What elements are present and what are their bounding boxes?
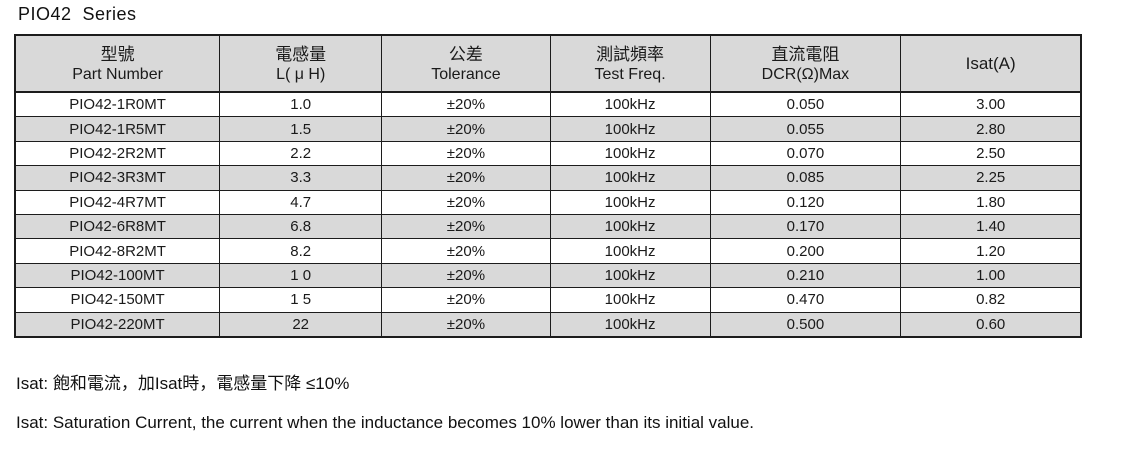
table-row: PIO42-8R2MT 8.2 ±20% 100kHz 0.200 1.20	[14, 238, 1082, 264]
cell-inductance: 1 0	[219, 262, 383, 289]
cell-tolerance: ±20%	[381, 311, 551, 338]
cell-dcr: 0.200	[709, 238, 902, 264]
cell-isat: 1.20	[900, 238, 1082, 264]
cell-inductance: 2.2	[219, 140, 383, 167]
cell-test-freq: 100kHz	[549, 287, 711, 313]
cell-test-freq: 100kHz	[549, 140, 711, 167]
column-header-label-en: DCR(Ω)Max	[761, 65, 850, 83]
column-header-label-zh: 公差	[448, 44, 483, 64]
cell-part-number: PIO42-3R3MT	[14, 165, 221, 191]
cell-inductance: 1 5	[219, 287, 383, 313]
cell-isat: 1.40	[900, 213, 1082, 240]
cell-part-number: PIO42-4R7MT	[14, 189, 221, 215]
table-row: PIO42-2R2MT 2.2 ±20% 100kHz 0.070 2.50	[14, 140, 1082, 167]
cell-tolerance: ±20%	[381, 189, 551, 215]
column-header-isat: Isat(A)	[900, 34, 1082, 93]
cell-isat: 1.80	[900, 189, 1082, 215]
column-header-label-en: Test Freq.	[594, 65, 666, 83]
cell-test-freq: 100kHz	[549, 311, 711, 338]
footnotes: Isat: 飽和電流，加Isat時，電感量下降 ≤10% Isat: Satur…	[16, 369, 1123, 433]
cell-inductance: 1.0	[219, 91, 383, 118]
table-row: PIO42-100MT 1 0 ±20% 100kHz 0.210 1.00	[14, 262, 1082, 289]
cell-isat: 3.00	[900, 91, 1082, 118]
column-header-inductance: 電感量 L( μ H)	[219, 34, 383, 93]
table-row: PIO42-1R5MT 1.5 ±20% 100kHz 0.055 2.80	[14, 116, 1082, 142]
cell-inductance: 3.3	[219, 165, 383, 191]
table-row: PIO42-220MT 22 ±20% 100kHz 0.500 0.60	[14, 311, 1082, 338]
cell-dcr: 0.055	[709, 116, 902, 142]
column-header-dcr: 直流電阻 DCR(Ω)Max	[709, 34, 902, 93]
cell-dcr: 0.085	[709, 165, 902, 191]
cell-part-number: PIO42-1R5MT	[14, 116, 221, 142]
column-header-part-number: 型號 Part Number	[14, 34, 221, 93]
cell-dcr: 0.070	[709, 140, 902, 167]
cell-tolerance: ±20%	[381, 262, 551, 289]
cell-isat: 2.25	[900, 165, 1082, 191]
cell-dcr: 0.120	[709, 189, 902, 215]
cell-inductance: 8.2	[219, 238, 383, 264]
column-header-label-zh: 直流電阻	[771, 44, 840, 64]
cell-isat: 2.50	[900, 140, 1082, 167]
column-header-label-en: L( μ H)	[276, 65, 326, 83]
cell-test-freq: 100kHz	[549, 165, 711, 191]
cell-dcr: 0.170	[709, 213, 902, 240]
cell-part-number: PIO42-150MT	[14, 287, 221, 313]
cell-tolerance: ±20%	[381, 91, 551, 118]
cell-part-number: PIO42-100MT	[14, 262, 221, 289]
cell-dcr: 0.210	[709, 262, 902, 289]
column-header-label-zh: 型號	[100, 44, 135, 64]
column-header-tolerance: 公差 Tolerance	[381, 34, 551, 93]
column-header-label-zh: 電感量	[275, 44, 327, 64]
datasheet-page: PIO42 Series 型號 Part Number 電感量 L( μ H) 公差 To…	[14, 4, 1123, 433]
table-row: PIO42-150MT 1 5 ±20% 100kHz 0.470 0.82	[14, 287, 1082, 313]
cell-tolerance: ±20%	[381, 116, 551, 142]
cell-isat: 0.82	[900, 287, 1082, 313]
header-row: 型號 Part Number 電感量 L( μ H) 公差 Tolerance 測試頻率 Te…	[14, 34, 1082, 93]
cell-tolerance: ±20%	[381, 213, 551, 240]
cell-tolerance: ±20%	[381, 287, 551, 313]
column-header-label-en: Tolerance	[431, 65, 501, 83]
cell-part-number: PIO42-2R2MT	[14, 140, 221, 167]
cell-dcr: 0.470	[709, 287, 902, 313]
cell-part-number: PIO42-1R0MT	[14, 91, 221, 118]
table-row: PIO42-1R0MT 1.0 ±20% 100kHz 0.050 3.00	[14, 91, 1082, 118]
cell-test-freq: 100kHz	[549, 116, 711, 142]
table-row: PIO42-6R8MT 6.8 ±20% 100kHz 0.170 1.40	[14, 213, 1082, 240]
cell-dcr: 0.050	[709, 91, 902, 118]
table-row: PIO42-3R3MT 3.3 ±20% 100kHz 0.085 2.25	[14, 165, 1082, 191]
column-header-label-en: Part Number	[72, 65, 163, 83]
cell-isat: 2.80	[900, 116, 1082, 142]
cell-test-freq: 100kHz	[549, 91, 711, 118]
column-header-label-zh: 測試頻率	[596, 44, 665, 64]
table-row: PIO42-4R7MT 4.7 ±20% 100kHz 0.120 1.80	[14, 189, 1082, 215]
column-header-label: Isat(A)	[965, 54, 1016, 73]
cell-dcr: 0.500	[709, 311, 902, 338]
cell-test-freq: 100kHz	[549, 262, 711, 289]
cell-part-number: PIO42-8R2MT	[14, 238, 221, 264]
spec-table: 型號 Part Number 電感量 L( μ H) 公差 Tolerance 測試頻率 Te…	[14, 34, 1082, 338]
cell-inductance: 4.7	[219, 189, 383, 215]
cell-isat: 1.00	[900, 262, 1082, 289]
cell-part-number: PIO42-220MT	[14, 311, 221, 338]
cell-isat: 0.60	[900, 311, 1082, 338]
column-header-test-freq: 測試頻率 Test Freq.	[549, 34, 711, 93]
cell-test-freq: 100kHz	[549, 189, 711, 215]
cell-test-freq: 100kHz	[549, 213, 711, 240]
note-isat-zh: Isat: 飽和電流，加Isat時，電感量下降 ≤10%	[16, 373, 350, 393]
cell-tolerance: ±20%	[381, 165, 551, 191]
spec-table-body: PIO42-1R0MT 1.0 ±20% 100kHz 0.050 3.00 PIO42-1…	[14, 91, 1082, 338]
spec-table-header: 型號 Part Number 電感量 L( μ H) 公差 Tolerance 測試頻率 Te…	[14, 34, 1082, 93]
page-title: PIO42 Series	[18, 4, 137, 24]
cell-inductance: 22	[219, 311, 383, 338]
cell-inductance: 6.8	[219, 213, 383, 240]
cell-tolerance: ±20%	[381, 140, 551, 167]
note-isat-en: Isat: Saturation Current, the current wh…	[16, 412, 755, 432]
cell-tolerance: ±20%	[381, 238, 551, 264]
cell-part-number: PIO42-6R8MT	[14, 213, 221, 240]
cell-test-freq: 100kHz	[549, 238, 711, 264]
cell-inductance: 1.5	[219, 116, 383, 142]
